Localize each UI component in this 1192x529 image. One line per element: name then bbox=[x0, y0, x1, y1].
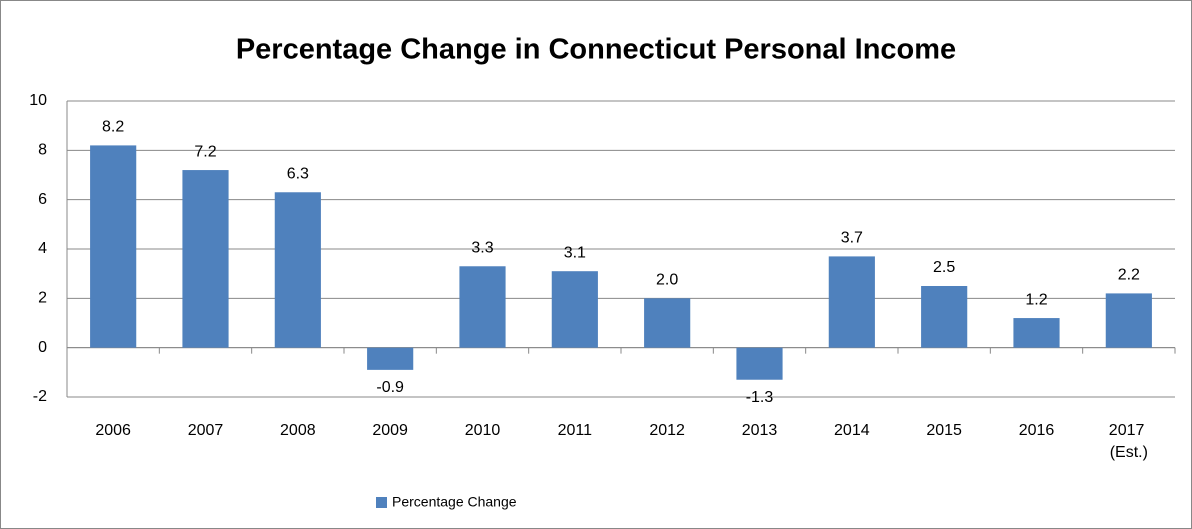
data-label: 3.7 bbox=[841, 230, 863, 247]
data-label: 6.3 bbox=[287, 165, 309, 182]
y-tick-label: 0 bbox=[38, 339, 47, 356]
x-tick-label: 2012 bbox=[649, 422, 685, 439]
bar bbox=[90, 145, 137, 348]
x-tick-label: 2016 bbox=[1019, 422, 1055, 439]
bar bbox=[644, 298, 691, 348]
x-tick-label: 2007 bbox=[188, 422, 224, 439]
bar bbox=[182, 170, 229, 348]
data-label: 2.0 bbox=[656, 272, 678, 289]
x-tick-label: 2014 bbox=[834, 422, 870, 439]
data-label: 3.1 bbox=[564, 244, 586, 261]
bar bbox=[828, 256, 875, 348]
y-tick-label: 4 bbox=[38, 240, 47, 257]
data-label: 8.2 bbox=[102, 119, 124, 136]
chart-title: Percentage Change in Connecticut Persona… bbox=[236, 34, 956, 66]
bar bbox=[736, 347, 783, 380]
x-tick-label: 2015 bbox=[926, 422, 962, 439]
legend-swatch bbox=[376, 497, 387, 508]
y-tick-label: 8 bbox=[38, 142, 47, 159]
x-tick-label: 2010 bbox=[465, 422, 501, 439]
x-tick-label: 2011 bbox=[558, 422, 593, 439]
bar bbox=[459, 266, 506, 348]
bar bbox=[1105, 293, 1152, 348]
data-label: -1.3 bbox=[746, 389, 774, 406]
data-label: 2.2 bbox=[1118, 267, 1140, 284]
y-tick-label: 2 bbox=[38, 290, 47, 307]
x-tick-label-line: 2017 bbox=[1109, 422, 1149, 439]
x-tick-label: 2006 bbox=[95, 422, 131, 439]
x-tick-label-line: (Est.) bbox=[1110, 444, 1148, 461]
bar bbox=[367, 347, 414, 370]
data-label: 7.2 bbox=[194, 143, 216, 160]
y-tick-label: 6 bbox=[38, 191, 47, 208]
bar bbox=[551, 271, 598, 348]
x-tick-label: 2017 (Est.) bbox=[1109, 422, 1149, 461]
y-tick-label: 10 bbox=[29, 92, 47, 109]
x-tick-label: 2013 bbox=[742, 422, 778, 439]
x-tick-label: 2009 bbox=[372, 422, 408, 439]
bar bbox=[1013, 318, 1060, 348]
bar bbox=[274, 192, 321, 348]
bar bbox=[921, 286, 968, 348]
data-label: 2.5 bbox=[933, 259, 955, 276]
data-label: 1.2 bbox=[1025, 291, 1047, 308]
legend-label: Percentage Change bbox=[392, 494, 517, 510]
x-tick-label: 2008 bbox=[280, 422, 316, 439]
y-tick-label: -2 bbox=[33, 388, 47, 405]
data-label: 3.3 bbox=[471, 239, 493, 256]
data-label: -0.9 bbox=[376, 379, 404, 396]
